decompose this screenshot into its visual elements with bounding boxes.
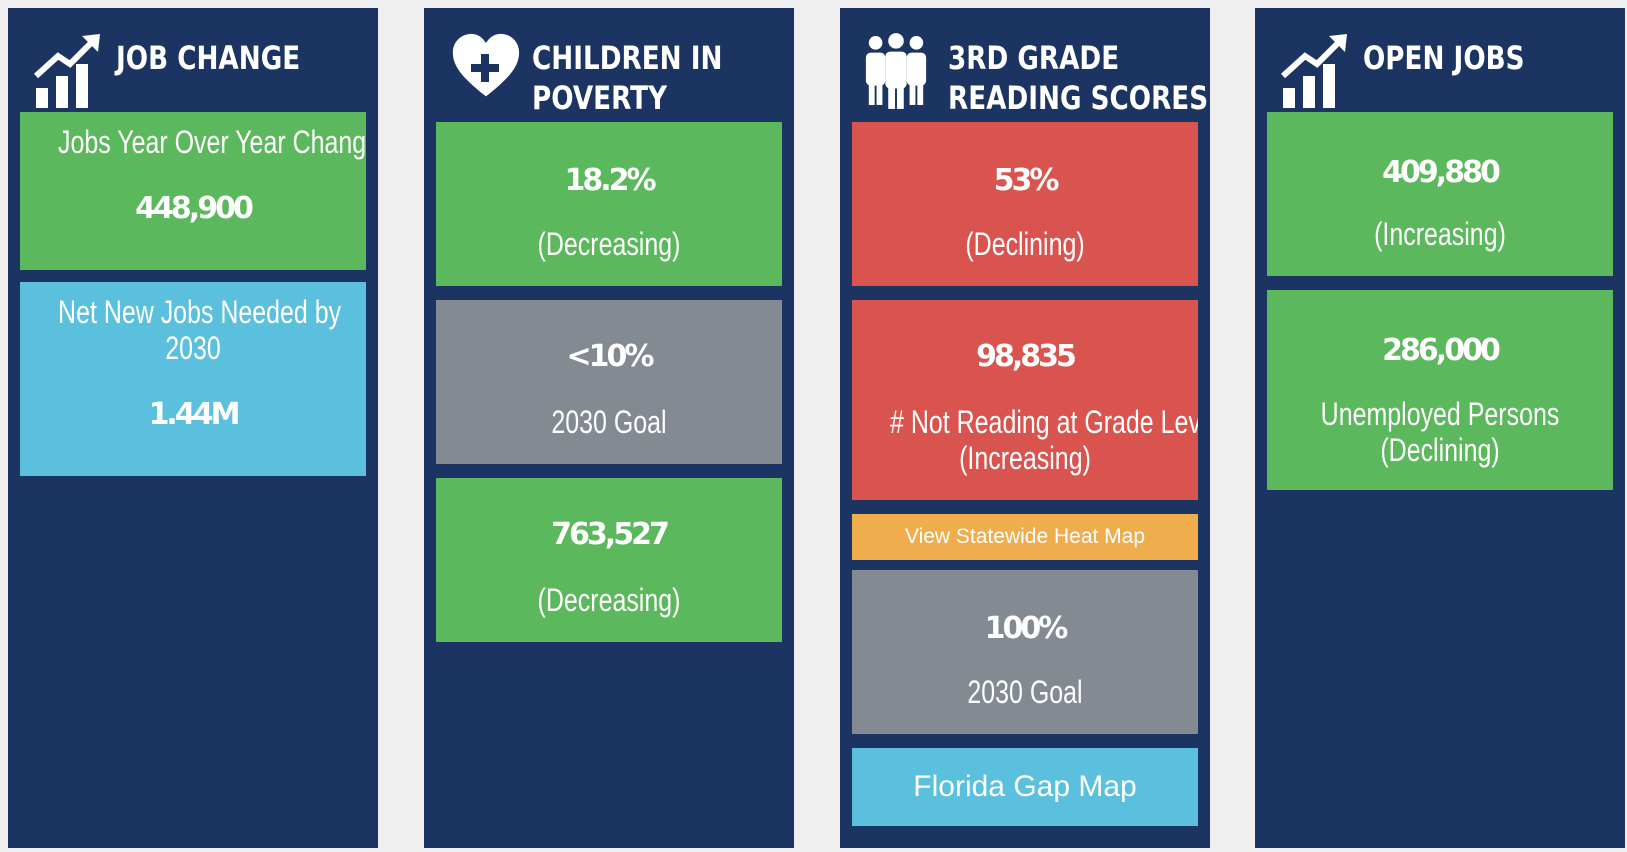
reading-rate-trend: (Declining) bbox=[965, 226, 1085, 262]
reading-goal-box: 100% 2030 Goal bbox=[852, 570, 1198, 734]
panel-title: CHILDREN IN POVERTY bbox=[532, 39, 723, 117]
unemployed-box: 286,000 Unemployed Persons (Declining) bbox=[1267, 290, 1613, 490]
open-jobs-header: OPEN JOBS bbox=[1255, 8, 1625, 124]
gap-map-button[interactable]: Florida Gap Map bbox=[852, 748, 1198, 826]
unemployed-label: Unemployed Persons bbox=[1320, 396, 1560, 432]
jobs-yoy-label: Jobs Year Over Year Change bbox=[58, 124, 366, 160]
jobs-needed-label-line2: 2030 bbox=[165, 330, 221, 366]
reading-scores-header: 3RD GRADE READING SCORES bbox=[840, 8, 1210, 124]
jobs-needed-label-line1: Net New Jobs Needed by bbox=[58, 294, 342, 330]
unemployed-value: 286,000 bbox=[1382, 333, 1501, 368]
poverty-goal-box: <10% 2030 Goal bbox=[436, 300, 782, 464]
poverty-rate-value: 18.2% bbox=[564, 163, 656, 198]
open-jobs-trend: (Increasing) bbox=[1374, 216, 1506, 252]
job-change-panel: JOB CHANGE Jobs Year Over Year Change 44… bbox=[8, 8, 378, 848]
gap-map-button-label: Florida Gap Map bbox=[913, 770, 1137, 803]
poverty-rate-box: 18.2% (Decreasing) bbox=[436, 122, 782, 286]
panel-title: JOB CHANGE bbox=[116, 39, 301, 77]
children-poverty-header: CHILDREN IN POVERTY bbox=[424, 8, 794, 124]
chart-growth-icon bbox=[1281, 34, 1347, 108]
heart-plus-icon bbox=[452, 33, 520, 97]
reading-rate-box: 53% (Declining) bbox=[852, 122, 1198, 286]
poverty-count-box: 763,527 (Decreasing) bbox=[436, 478, 782, 642]
heat-map-button-label: View Statewide Heat Map bbox=[904, 525, 1146, 548]
children-poverty-panel: CHILDREN IN POVERTY 18.2% (Decreasing) <… bbox=[424, 8, 794, 848]
reading-count-label: # Not Reading at Grade Level bbox=[890, 404, 1198, 440]
jobs-yoy-box: Jobs Year Over Year Change 448,900 bbox=[20, 112, 366, 270]
chart-growth-icon bbox=[34, 34, 100, 108]
reading-count-box: 98,835 # Not Reading at Grade Level (Inc… bbox=[852, 300, 1198, 500]
poverty-goal-label: 2030 Goal bbox=[551, 404, 667, 440]
jobs-yoy-value: 448,900 bbox=[135, 191, 254, 226]
jobs-needed-box: Net New Jobs Needed by 2030 1.44M bbox=[20, 282, 366, 476]
panel-title: OPEN JOBS bbox=[1363, 39, 1525, 77]
poverty-count-value: 763,527 bbox=[551, 517, 670, 552]
open-jobs-value: 409,880 bbox=[1382, 155, 1501, 190]
poverty-rate-trend: (Decreasing) bbox=[537, 226, 681, 262]
reading-count-trend: (Increasing) bbox=[959, 440, 1091, 476]
reading-rate-value: 53% bbox=[993, 163, 1060, 198]
open-jobs-box: 409,880 (Increasing) bbox=[1267, 112, 1613, 276]
open-jobs-panel: OPEN JOBS 409,880 (Increasing) 286,000 U… bbox=[1255, 8, 1625, 848]
jobs-needed-value: 1.44M bbox=[148, 397, 241, 432]
reading-goal-value: 100% bbox=[984, 611, 1069, 646]
panel-title: 3RD GRADE READING SCORES bbox=[948, 39, 1209, 117]
reading-goal-label: 2030 Goal bbox=[967, 674, 1083, 710]
poverty-goal-value: <10% bbox=[566, 339, 655, 374]
poverty-count-trend: (Decreasing) bbox=[537, 582, 681, 618]
heat-map-button[interactable]: View Statewide Heat Map bbox=[852, 514, 1198, 560]
reading-count-value: 98,835 bbox=[976, 339, 1077, 374]
job-change-header: JOB CHANGE bbox=[8, 8, 378, 124]
reading-scores-panel: 3RD GRADE READING SCORES 53% (Declining)… bbox=[840, 8, 1210, 848]
unemployed-trend: (Declining) bbox=[1380, 432, 1500, 468]
people-group-icon bbox=[865, 33, 927, 109]
